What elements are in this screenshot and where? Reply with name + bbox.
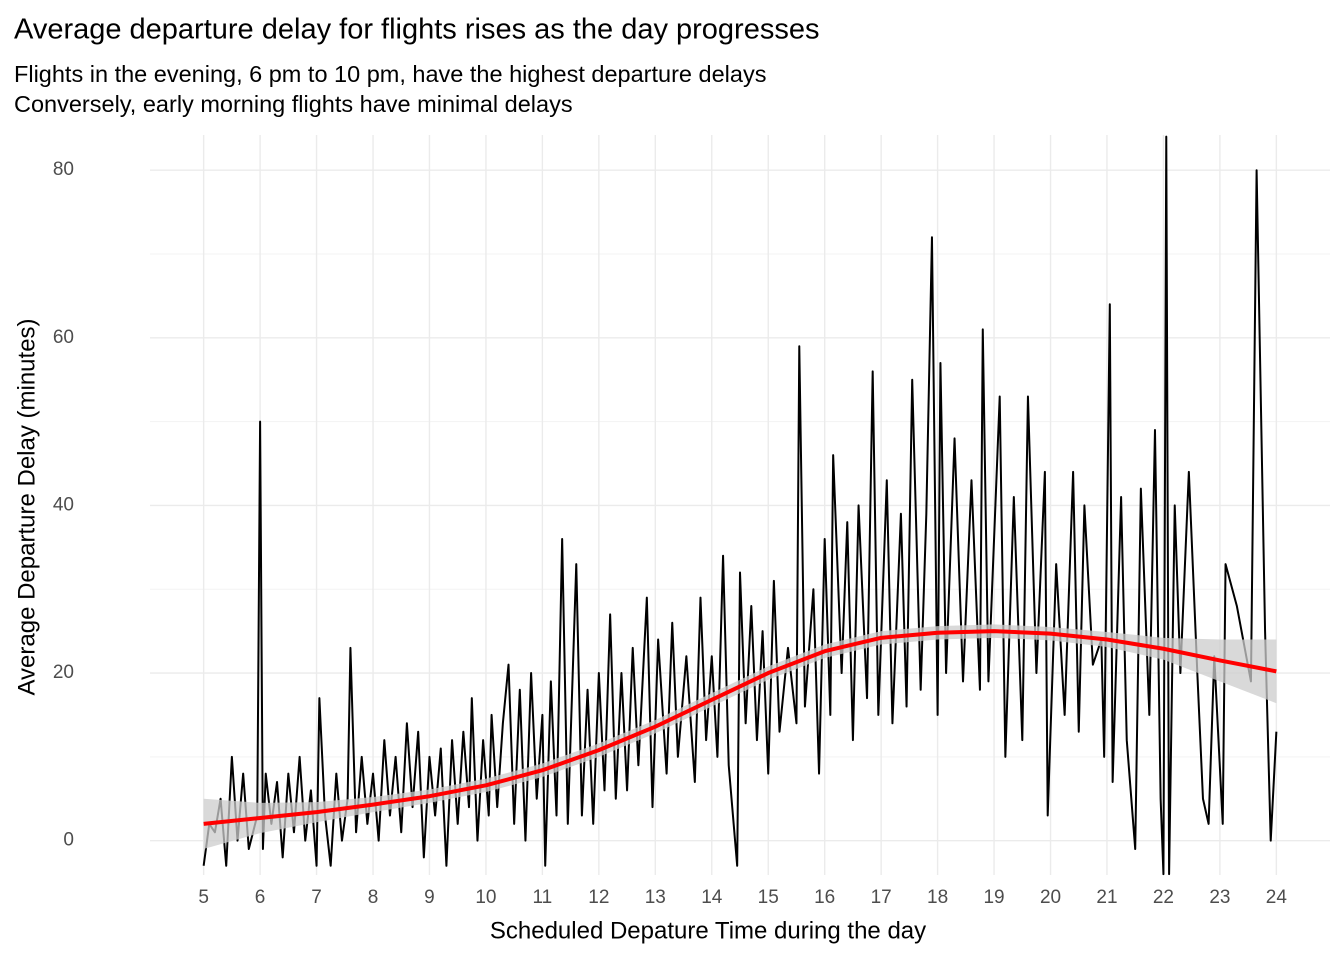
y-tick-label: 40 (53, 494, 74, 515)
x-tick-label: 21 (1096, 887, 1117, 908)
x-tick-label: 24 (1266, 887, 1288, 908)
smooth-line (203, 629, 1277, 826)
x-tick-label: 23 (1209, 887, 1230, 908)
x-tick-label: 8 (368, 887, 379, 908)
x-tick-label: 9 (424, 887, 435, 908)
y-tick-label: 80 (53, 159, 74, 180)
x-tick-label: 6 (255, 887, 266, 908)
x-tick-label: 15 (758, 887, 779, 908)
x-tick-label: 22 (1153, 887, 1174, 908)
x-tick-label: 12 (588, 887, 609, 908)
x-tick-label: 7 (311, 887, 322, 908)
x-tick-label: 5 (198, 887, 209, 908)
confidence-band (203, 624, 1277, 850)
y-tick-label: 20 (53, 662, 74, 683)
x-tick-label: 19 (983, 887, 1004, 908)
x-tick-label: 16 (814, 887, 835, 908)
chart-subtitle: Flights in the evening, 6 pm to 10 pm, h… (14, 61, 766, 87)
x-tick-label: 13 (645, 887, 666, 908)
x-axis-title: Scheduled Depature Time during the day (490, 917, 926, 944)
y-tick-label: 0 (63, 830, 74, 851)
delay-line (202, 135, 1278, 876)
x-tick-label: 18 (927, 887, 948, 908)
y-tick-label: 60 (53, 327, 74, 348)
chart-title: Average departure delay for flights rise… (14, 14, 819, 46)
x-tick-label: 10 (475, 887, 496, 908)
y-axis-title: Average Departure Delay (minutes) (13, 318, 40, 695)
x-tick-label: 17 (871, 887, 892, 908)
chart-subtitle: Conversely, early morning flights have m… (14, 91, 573, 117)
x-tick-label: 11 (533, 887, 553, 908)
x-tick-label: 14 (701, 887, 723, 908)
x-tick-label: 20 (1040, 887, 1061, 908)
